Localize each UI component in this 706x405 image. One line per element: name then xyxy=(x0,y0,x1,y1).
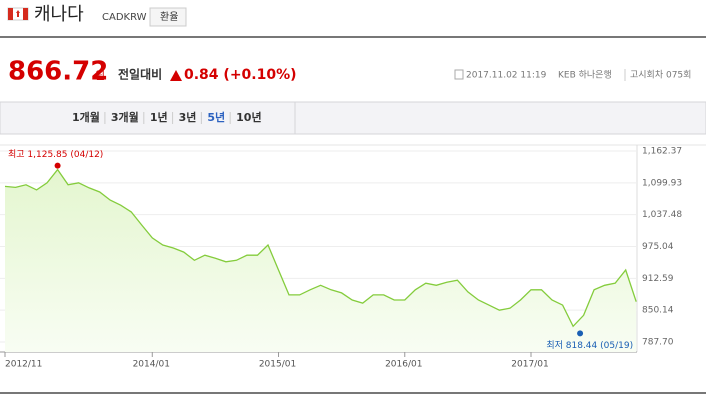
rate-button-bg xyxy=(149,7,187,27)
low-label: 최저 818.44 (05/19) xyxy=(546,340,633,351)
x-tick-label: 2014/01 xyxy=(133,360,170,370)
rate-button[interactable]: 환율 xyxy=(160,11,178,23)
round: 고시회차 075회 xyxy=(630,69,691,81)
datetime: 2017.11.02 11:19 xyxy=(466,71,547,81)
tab[interactable]: 1년 xyxy=(150,110,168,124)
tab[interactable]: 3개월 xyxy=(111,110,139,124)
time-icon xyxy=(454,69,464,80)
high-label: 최고 1,125.85 (04/12) xyxy=(8,149,103,160)
flag xyxy=(7,7,29,21)
change: 0.84 (+0.10%) xyxy=(184,67,297,83)
y-tick-label: 850.14 xyxy=(642,306,674,316)
tab-bar xyxy=(0,101,706,135)
y-tick-label: 975.04 xyxy=(642,242,674,252)
title: 캐나다 xyxy=(34,4,84,25)
bank: KEB 하나은행 xyxy=(558,69,612,81)
low-dot xyxy=(577,330,584,337)
x-tick-label: 2016/01 xyxy=(385,360,422,370)
area xyxy=(5,169,637,352)
line xyxy=(4,168,637,328)
x-tick-label: 2012/11 xyxy=(5,360,42,370)
y-tick-label: 1,162.37 xyxy=(642,147,682,157)
y-tick-label: 912.59 xyxy=(642,274,674,284)
x-tick-label: 2017/01 xyxy=(511,360,548,370)
tab[interactable]: 3년 xyxy=(179,110,197,124)
price-unit: 원 xyxy=(95,69,105,82)
tab[interactable]: 10년 xyxy=(236,110,261,124)
tab[interactable]: 5년 xyxy=(207,110,225,124)
change-label: 전일대비 xyxy=(118,67,162,82)
y-tick-label: 1,037.48 xyxy=(642,210,682,220)
price: 866.72 xyxy=(8,57,108,87)
tab[interactable]: 1개월 xyxy=(72,110,100,124)
x-tick-label: 2015/01 xyxy=(259,360,296,370)
code: CADKRW xyxy=(102,12,147,23)
y-tick-label: 787.70 xyxy=(642,338,674,348)
up-arrow xyxy=(170,70,182,81)
y-tick-label: 1,099.93 xyxy=(642,178,682,188)
high-dot xyxy=(54,162,61,169)
